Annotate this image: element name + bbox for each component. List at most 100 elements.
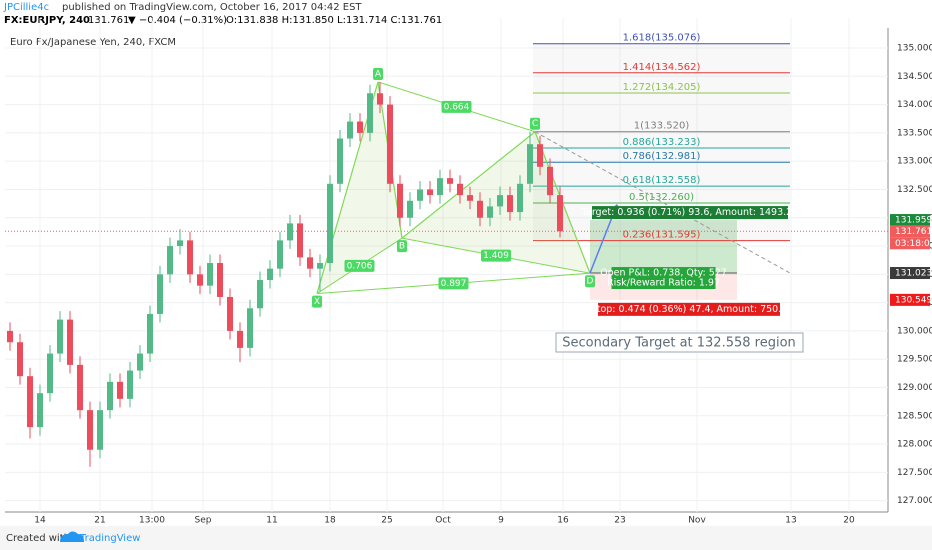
candle-body — [387, 104, 393, 184]
y-tick-label: 133.500 — [897, 128, 932, 138]
candle-body — [467, 195, 473, 201]
pattern-point-label: C — [532, 119, 538, 129]
footer-brand[interactable]: TradingView — [79, 533, 140, 544]
footer-bar — [0, 526, 932, 550]
x-tick-label: Oct — [435, 516, 451, 526]
annotation: Secondary Target at 132.558 region — [562, 336, 796, 351]
ratio-box — [344, 259, 375, 272]
candle-body — [497, 195, 503, 207]
candle-body — [347, 121, 353, 139]
y-tick-label: 135.000 — [897, 43, 932, 53]
target-box — [592, 206, 788, 220]
candle-body — [487, 206, 493, 218]
candle-body — [457, 183, 463, 196]
candle-body — [307, 257, 313, 269]
pattern-point-box — [585, 275, 595, 288]
y-tick-label: 127.500 — [897, 468, 932, 478]
candle-body — [157, 274, 163, 314]
candle-body — [507, 195, 513, 213]
candle-body — [167, 246, 173, 275]
candle-body — [177, 240, 183, 247]
fib-label: 0.5(132.260) — [629, 192, 694, 203]
candle-body — [397, 183, 403, 218]
candle-body — [207, 263, 213, 286]
candle-body — [517, 183, 523, 213]
fib-label: 1(133.520) — [634, 121, 690, 132]
price-label-box — [890, 225, 930, 238]
pattern-fill — [317, 81, 402, 294]
candle-body — [317, 263, 323, 269]
y-tick-label: 132.500 — [897, 185, 932, 195]
candle-body — [297, 223, 303, 258]
price-label: 130.549 — [895, 295, 932, 305]
stop-label: Stop: 0.474 (0.36%) 47.4, Amount: 750.2 — [591, 304, 788, 315]
annotation-box — [555, 332, 804, 353]
price-label: 131.959 — [895, 216, 932, 226]
fib-label: 0.886(133.233) — [623, 137, 701, 148]
pattern-point-box — [312, 295, 322, 308]
ohlc-line: O:131.838 H:131.850 L:131.714 C:131.761 — [226, 15, 442, 26]
candle-body — [527, 144, 533, 184]
y-tick-label: 129.500 — [897, 355, 932, 365]
published: published on TradingView.com, October 16… — [62, 2, 362, 13]
ratio-label: 0.706 — [347, 261, 373, 271]
candle-body — [267, 268, 273, 280]
y-tick-label: 133.000 — [897, 157, 932, 167]
candle-body — [87, 410, 93, 450]
candle-body — [277, 240, 283, 269]
candle-body — [137, 353, 143, 371]
y-tick-label: 128.000 — [897, 440, 932, 450]
price-label-box — [890, 267, 930, 280]
candle-body — [77, 364, 83, 411]
fib-label: 1.272(134.205) — [623, 82, 701, 93]
fib-label: 0.618(132.558) — [623, 175, 701, 186]
ratio-box — [481, 249, 511, 262]
y-tick-label: 129.000 — [897, 383, 932, 393]
candle-body — [47, 353, 53, 394]
y-tick-label: 130.000 — [897, 326, 932, 336]
candle-body — [257, 279, 263, 309]
author[interactable]: JPCillie4c — [3, 2, 49, 13]
candle-body — [557, 195, 563, 232]
candle-body — [57, 319, 63, 354]
candle-body — [417, 189, 423, 201]
x-tick-label: Sep — [195, 516, 212, 526]
candle-body — [107, 381, 113, 411]
candle-body — [127, 370, 133, 399]
instrument: Euro Fx/Japanese Yen, 240, FXCM — [10, 37, 176, 48]
pattern-point-box — [397, 240, 407, 253]
candle-body — [67, 319, 73, 365]
x-tick-label: 14 — [34, 516, 46, 526]
logo — [60, 531, 84, 542]
candle-body — [337, 138, 343, 184]
candle-body — [7, 330, 13, 343]
x-tick-label: 13:00 — [139, 516, 165, 526]
pattern-point-label: D — [587, 277, 594, 287]
candle-body — [357, 121, 363, 133]
y-tick-label: 127.000 — [897, 496, 932, 506]
candle-body — [117, 381, 123, 399]
candle-body — [547, 166, 553, 196]
fib-label: 1.414(134.562) — [623, 62, 701, 73]
last-price: 131.761 — [88, 15, 129, 26]
fib-label: 1.618(135.076) — [623, 33, 701, 44]
change: ▼ −0.404 (−0.31%) — [128, 15, 227, 26]
x-tick-label: 21 — [94, 516, 105, 526]
pattern-point-box — [530, 117, 540, 130]
ratio-label: 1.409 — [483, 251, 509, 261]
price-label: 131.761 — [895, 227, 932, 237]
footer-created: Created with — [6, 533, 70, 544]
x-tick-label: 16 — [557, 516, 569, 526]
pnl-label: Open P&L: 0.738, Qty: 527 — [600, 268, 727, 279]
pattern-fill — [402, 131, 590, 274]
fib-label: 0.786(132.981) — [623, 151, 701, 162]
candle-body — [217, 263, 223, 297]
candle-body — [447, 178, 453, 184]
fib-label: 0.236(131.595) — [623, 230, 701, 241]
pattern-point-label: X — [314, 297, 320, 307]
candle-body — [367, 93, 373, 133]
y-tick-label: 128.500 — [897, 411, 932, 421]
candle-body — [197, 274, 203, 286]
